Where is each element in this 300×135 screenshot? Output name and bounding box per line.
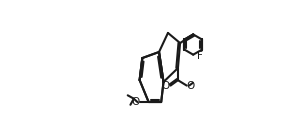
Text: O: O [187, 81, 195, 91]
Text: F: F [196, 51, 202, 61]
Text: O: O [161, 81, 169, 91]
Text: O: O [131, 97, 139, 107]
